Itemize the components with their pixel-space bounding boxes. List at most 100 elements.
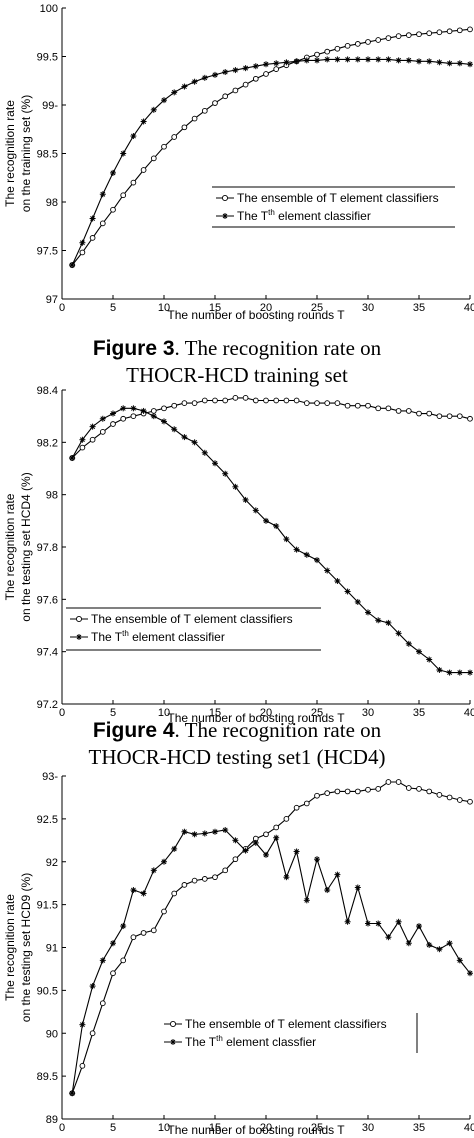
figure-3-caption: Figure 3. The recognition rate on THOCR-… [0,335,474,388]
y-tick-label: 98.5 [37,149,58,161]
series-0-point [89,235,96,241]
series-1-point [426,941,433,948]
series-1-point [334,871,341,878]
legend-entry-label: The ensemble of T element classifiers [185,1017,387,1031]
y-axis-label-line: The recognition rate [3,100,17,207]
series-1-point [467,669,473,676]
series-0-point [416,31,422,38]
series-1-point [303,897,310,904]
series-0-point [405,32,412,39]
series-1-point [140,407,147,414]
series-0-point [273,397,280,404]
series-1-point [354,884,361,891]
series-0-point [89,1030,96,1037]
series-1-point [201,449,208,456]
series-1-point [273,834,280,841]
series-1-point [314,557,320,564]
series-0-point [416,410,422,417]
series-0-point [140,930,147,936]
y-tick-label: 89 [46,1114,58,1126]
series-0-point [242,395,249,401]
series-0-point [171,402,178,409]
series-1-point [69,262,76,269]
series-1-point [181,828,188,835]
series-1-point [416,58,422,65]
figure-3-text-line2: THOCR-HCD training set [126,363,348,387]
series-0-point [283,816,290,822]
series-1-point [212,71,218,78]
series-1-point [263,851,269,858]
series-0-point [375,786,382,792]
x-tick-label: 35 [413,302,425,314]
x-tick-label: 15 [209,1122,221,1134]
y-tick-label: 89.5 [37,1071,58,1083]
series-1-point [212,828,218,835]
series-1-point [303,57,310,64]
series-1-point [201,74,208,81]
series-1-point [334,578,341,585]
series-0-point [191,400,198,406]
series-0-point [324,48,331,55]
series-1-point [416,923,422,930]
series-1-point [181,83,188,90]
series-1-point [436,666,443,673]
x-axis-label: The number of boosting rounds T [167,1123,345,1137]
y-axis-label-line: The recognition rate [3,894,17,1001]
series-1-point [314,57,320,64]
y-tick-label: 97.4 [37,647,58,659]
x-tick-label: 25 [311,707,323,719]
series-1-point [171,89,178,96]
y-tick-label: 90.5 [37,985,58,997]
series-1-point [426,656,433,663]
series-0-point [222,93,229,100]
series-1-point [99,957,106,964]
legend: The ensemble of T element classifiers The… [66,607,321,651]
legend-swatch-star [222,213,228,219]
y-tick-label: 90 [46,1028,58,1040]
y-tick-label: 91 [46,943,58,955]
series-1-point [191,78,198,85]
series-1-point [161,418,167,425]
y-tick-label: 92.5 [37,814,58,826]
series-1-point [69,455,76,462]
legend: The ensemble of T element classifiers The… [212,186,455,228]
series-0-point [79,249,86,256]
series-1-point [232,67,239,74]
series-0-point [456,413,463,420]
series-1-point [344,918,351,925]
y-axis-label-line: on the testing set HCD9 (%) [19,873,33,1022]
chart-testing-set-hcd9: 0 5 10 15 20 25 30 35 40 89 89.5 90 90.5 91 91.5 92 92.5… [3,771,474,1137]
series-1-point [314,856,320,863]
y-tick-label: 93- [42,771,58,783]
series-1-point [395,57,402,64]
x-tick-label: 10 [158,302,170,314]
series-1-point [252,839,259,846]
x-tick-label: 15 [209,707,221,719]
series-0-point [130,179,137,186]
chart-training-set: 0 5 10 15 20 25 30 35 40 97 97.5 98 98.5 99- 99.5 100 Th… [3,3,474,322]
series-1-point [191,439,198,446]
series-1-point [405,57,412,64]
series-0-point [150,927,157,934]
series-0-point [273,66,280,72]
y-tick-label: 91.5 [37,900,58,912]
series-0-point [324,400,331,406]
series-0-point [283,397,290,404]
series-1-point [283,874,290,881]
series-1-point [293,848,300,855]
series-0-point [456,27,463,34]
x-tick-label: 5 [110,707,116,719]
series-0-point [161,405,167,412]
series-0-point [467,26,473,33]
series-1-point [385,619,392,626]
series-1-point [222,827,229,834]
series-0-point [181,882,188,888]
x-tick-label: 35 [413,707,425,719]
series-1-point [79,239,86,246]
series-0-line [71,397,471,459]
legend-entry-label: The ensemble of T element classifiers [237,191,439,205]
series-0-line [71,781,471,1094]
series-0-point [303,400,310,406]
series-0-point [344,788,351,795]
series-0-point [181,124,188,131]
